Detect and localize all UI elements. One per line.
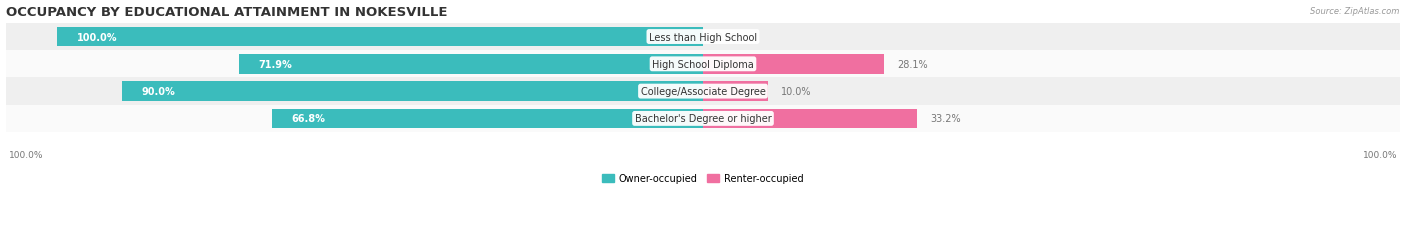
Text: College/Associate Degree: College/Associate Degree (641, 87, 765, 97)
Bar (703, 109, 917, 129)
Bar (271, 109, 703, 129)
Bar (239, 55, 703, 74)
Text: 100.0%: 100.0% (76, 32, 117, 42)
Text: 33.2%: 33.2% (931, 114, 960, 124)
Bar (6, 51, 1400, 78)
Bar (703, 82, 768, 101)
Text: 90.0%: 90.0% (141, 87, 174, 97)
Text: 66.8%: 66.8% (291, 114, 325, 124)
Bar (6, 105, 1400, 133)
Text: Less than High School: Less than High School (650, 32, 756, 42)
Text: 71.9%: 71.9% (259, 60, 292, 70)
Text: Source: ZipAtlas.com: Source: ZipAtlas.com (1309, 7, 1399, 16)
Bar (703, 55, 884, 74)
Text: 100.0%: 100.0% (8, 150, 44, 159)
Text: OCCUPANCY BY EDUCATIONAL ATTAINMENT IN NOKESVILLE: OCCUPANCY BY EDUCATIONAL ATTAINMENT IN N… (6, 6, 447, 18)
Text: 28.1%: 28.1% (897, 60, 928, 70)
Bar (6, 78, 1400, 105)
Text: 0.0%: 0.0% (716, 32, 741, 42)
Legend: Owner-occupied, Renter-occupied: Owner-occupied, Renter-occupied (599, 170, 807, 187)
Text: 100.0%: 100.0% (1362, 150, 1398, 159)
Text: Bachelor's Degree or higher: Bachelor's Degree or higher (634, 114, 772, 124)
Bar (58, 27, 703, 47)
Text: 10.0%: 10.0% (780, 87, 811, 97)
Bar (6, 24, 1400, 51)
Text: High School Diploma: High School Diploma (652, 60, 754, 70)
Bar (122, 82, 703, 101)
